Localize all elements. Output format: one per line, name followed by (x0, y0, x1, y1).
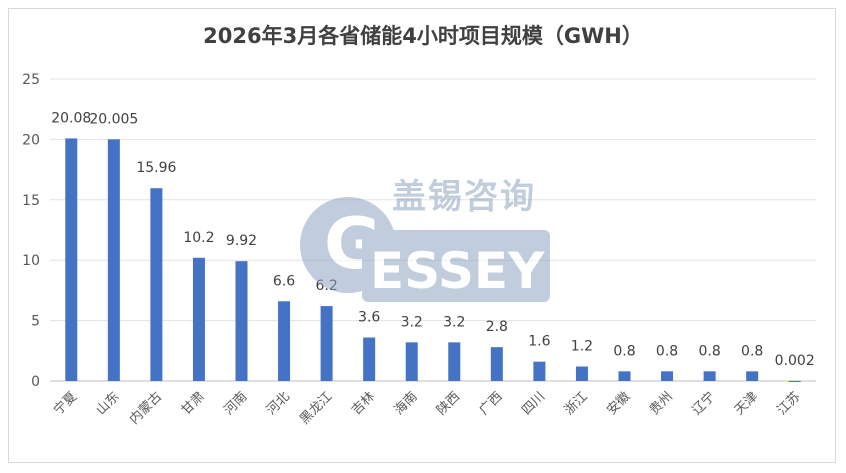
category-label: 江苏 (774, 389, 804, 419)
chart-title: 2026年3月各省储能4小时项目规模（GWH） (203, 24, 643, 48)
category-label: 海南 (391, 389, 421, 419)
data-label: 3.2 (401, 314, 423, 330)
bar (746, 371, 759, 381)
watermark-cn-text: 盖锡咨询 (392, 177, 536, 217)
category-label: 甘肃 (179, 389, 208, 418)
bar (661, 371, 674, 381)
bar (363, 337, 376, 381)
bar (235, 261, 248, 381)
bar (192, 257, 205, 381)
gessey-watermark-logo: G 盖锡咨询 ESSEY (300, 177, 550, 302)
bar (575, 366, 588, 381)
data-label: 20.005 (89, 111, 138, 127)
watermark-en-text: ESSEY (370, 242, 545, 300)
data-label: 0.8 (741, 343, 763, 359)
category-label: 内蒙古 (126, 389, 165, 428)
bar (490, 347, 503, 381)
data-label: 6.6 (273, 273, 295, 289)
bar (448, 342, 461, 381)
data-label: 0.8 (656, 343, 678, 359)
data-label: 15.96 (136, 160, 176, 176)
category-label: 安徽 (604, 389, 633, 418)
data-label: 1.2 (571, 339, 593, 355)
category-label: 四川 (519, 389, 548, 418)
data-label: 9.92 (226, 233, 257, 249)
category-label: 山东 (94, 389, 123, 418)
bar (107, 139, 120, 381)
bar (320, 306, 333, 381)
data-label: 20.08 (51, 110, 91, 126)
y-tick-label: 15 (22, 193, 40, 209)
data-label: 2.8 (486, 319, 508, 335)
category-label: 河北 (264, 389, 293, 418)
category-label: 浙江 (562, 389, 591, 418)
data-label: 3.2 (443, 314, 465, 330)
data-labels: 20.0820.00515.9610.29.926.66.23.63.23.22… (51, 110, 815, 369)
bar (65, 138, 78, 381)
category-label: 黑龙江 (297, 389, 335, 427)
y-tick-label: 25 (22, 72, 40, 88)
x-axis-categories: 宁夏 山东 内蒙古 甘肃 河南 河北 黑龙江 吉林 海南 陕西 广西 四川 浙江 安徽 贵州 辽宁 天津 江苏 (50, 389, 803, 428)
data-label: 3.6 (358, 310, 380, 326)
category-label: 辽宁 (689, 389, 719, 419)
bar (703, 371, 716, 381)
data-label: 0.8 (698, 343, 720, 359)
y-tick-label: 0 (31, 374, 40, 390)
y-tick-label: 10 (22, 253, 40, 269)
category-label: 河南 (221, 389, 251, 419)
bar (150, 188, 163, 381)
data-label: 10.2 (183, 230, 214, 246)
category-label: 贵州 (647, 389, 676, 418)
bar (405, 342, 418, 381)
logo-band (362, 230, 550, 302)
bars (65, 138, 801, 382)
data-label: 0.002 (775, 353, 815, 369)
category-label: 陕西 (434, 389, 463, 418)
y-tick-label: 5 (31, 314, 40, 330)
category-label: 宁夏 (50, 389, 80, 419)
y-tick-label: 20 (22, 132, 40, 148)
data-label: 1.6 (528, 334, 550, 350)
category-label: 吉林 (349, 389, 378, 418)
bar (788, 380, 801, 382)
category-label: 广西 (477, 389, 506, 418)
y-axis-ticks: 0 5 10 15 20 25 (22, 72, 40, 390)
bar (278, 301, 291, 381)
bar (618, 371, 631, 381)
category-label: 天津 (732, 389, 761, 418)
data-label: 0.8 (613, 343, 635, 359)
bar (533, 361, 546, 381)
